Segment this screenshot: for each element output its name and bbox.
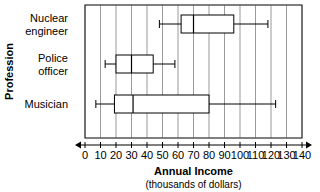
grid-line xyxy=(162,5,163,138)
category-label-line: officer xyxy=(38,65,68,77)
tick-label: 80 xyxy=(203,149,215,161)
tick xyxy=(286,142,287,148)
tick xyxy=(302,142,303,148)
tick-label: 30 xyxy=(125,149,137,161)
plot-frame xyxy=(85,5,302,138)
category-label-line: engineer xyxy=(25,25,68,37)
y-axis-label: Profession xyxy=(3,43,15,100)
min-cap xyxy=(105,60,106,68)
lower-whisker xyxy=(96,104,115,105)
tick-label: 60 xyxy=(172,149,184,161)
max-cap xyxy=(174,60,175,68)
category-label-line: Nuclear xyxy=(30,12,68,24)
x-axis-unit-label: (thousands of dollars) xyxy=(145,179,241,190)
category-label-line: Musician xyxy=(25,98,68,110)
tick xyxy=(178,142,179,148)
category-label: Policeofficer xyxy=(38,52,68,77)
axis-arrow xyxy=(75,142,81,149)
grid-line xyxy=(193,5,194,138)
category-label-line: Police xyxy=(38,52,68,64)
tick xyxy=(147,142,148,148)
upper-whisker xyxy=(209,104,276,105)
category-label: Nuclearengineer xyxy=(25,12,68,37)
tick xyxy=(224,142,225,148)
tick xyxy=(131,142,132,148)
grid-line xyxy=(271,5,272,138)
category-label: Musician xyxy=(25,98,68,110)
grid-line xyxy=(286,5,287,138)
tick xyxy=(193,142,194,148)
upper-whisker xyxy=(153,64,175,65)
min-cap xyxy=(95,100,96,108)
lower-whisker xyxy=(159,24,181,25)
tick-label: 70 xyxy=(187,149,199,161)
min-cap xyxy=(159,20,160,28)
grid-line xyxy=(178,5,179,138)
median xyxy=(193,15,194,33)
tick-label: 20 xyxy=(110,149,122,161)
tick-label: 0 xyxy=(82,149,88,161)
tick xyxy=(116,142,117,148)
tick-label: 10 xyxy=(94,149,106,161)
tick xyxy=(271,142,272,148)
tick xyxy=(255,142,256,148)
max-cap xyxy=(267,20,268,28)
median xyxy=(131,55,132,73)
x-axis-label: Annual Income xyxy=(154,165,233,177)
max-cap xyxy=(275,100,276,108)
grid-line xyxy=(85,5,86,138)
box xyxy=(116,55,153,73)
tick xyxy=(85,142,86,148)
tick-label: 40 xyxy=(141,149,153,161)
chart: 0102030405060708090100110120130140Annual… xyxy=(0,0,320,192)
tick xyxy=(100,142,101,148)
tick xyxy=(240,142,241,148)
grid-line xyxy=(131,5,132,138)
box xyxy=(114,95,209,113)
axis-arrow xyxy=(306,142,312,149)
lower-whisker xyxy=(105,64,116,65)
median xyxy=(132,95,133,113)
tick-label: 140 xyxy=(293,149,311,161)
tick xyxy=(209,142,210,148)
grid-line xyxy=(100,5,101,138)
tick xyxy=(162,142,163,148)
grid-line xyxy=(255,5,256,138)
grid-line xyxy=(240,5,241,138)
box xyxy=(181,15,234,33)
tick-label: 90 xyxy=(218,149,230,161)
boxes xyxy=(96,15,276,113)
upper-whisker xyxy=(234,24,268,25)
grid-line xyxy=(302,5,303,138)
tick-label: 50 xyxy=(156,149,168,161)
